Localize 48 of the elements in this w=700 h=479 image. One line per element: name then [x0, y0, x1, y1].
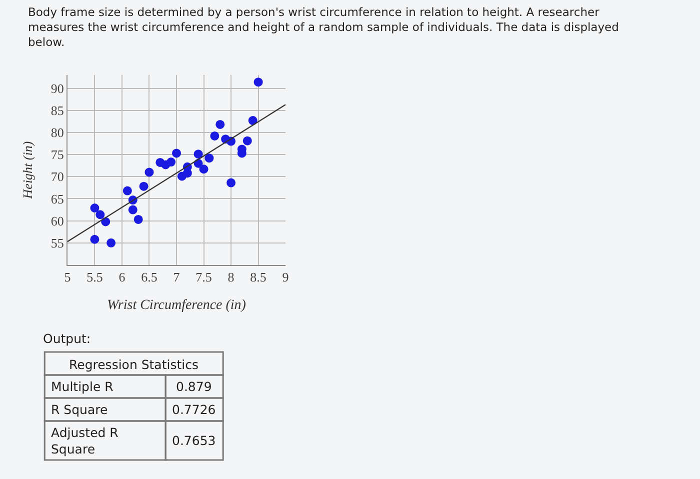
- point: [194, 150, 203, 159]
- point: [254, 78, 263, 87]
- point: [199, 164, 208, 174]
- text: 0.7653: [172, 433, 216, 448]
- x-tick-label: 8.5: [250, 270, 266, 285]
- text: Output:: [43, 331, 91, 346]
- y-tick-label: 55: [50, 235, 64, 250]
- point: [166, 158, 176, 167]
- y-tick-label: 75: [50, 147, 64, 162]
- point: [134, 214, 143, 224]
- point: [90, 204, 100, 212]
- text: R Square: [51, 402, 108, 417]
- point: [210, 131, 220, 140]
- x-axis-title: Wrist Circumference (in): [107, 298, 246, 313]
- x-tick-label: 6.5: [141, 270, 158, 285]
- y-tick-label: 85: [50, 102, 64, 118]
- text: Multiple R: [51, 379, 114, 394]
- point: [90, 234, 100, 244]
- text: 0.879: [176, 379, 212, 394]
- x-tick-label: 7: [173, 270, 180, 285]
- point: [248, 116, 258, 126]
- x-tick-label: 6: [118, 270, 126, 285]
- point: [128, 205, 138, 214]
- point: [144, 168, 154, 177]
- text: 0.7726: [172, 402, 216, 417]
- x-tick-label: 5.5: [86, 270, 103, 285]
- point: [172, 148, 182, 158]
- text: Regression Statistics: [69, 357, 198, 372]
- text: Body frame size is determined by a person's wrist circumference in relation to height. A researcher measures the wrist circumference and height of a random sample of individuals. The data is displayed below.: [28, 5, 619, 49]
- point: [204, 154, 214, 163]
- text: Adjusted R Square: [51, 425, 119, 456]
- point: [106, 238, 116, 248]
- y-axis-title: Height (in): [20, 141, 35, 200]
- point: [96, 210, 105, 220]
- x-tick-label: 7.5: [196, 270, 212, 285]
- point: [226, 178, 236, 188]
- x-tick-label: 9: [282, 270, 289, 285]
- y-tick-label: 90: [50, 80, 64, 96]
- x-tick-label: 5: [64, 270, 71, 285]
- point: [122, 186, 132, 196]
- y-tick-label: 65: [50, 191, 64, 206]
- point: [139, 182, 148, 191]
- point: [216, 120, 225, 129]
- y-tick-label: 70: [50, 169, 64, 184]
- point: [242, 136, 252, 146]
- y-tick-label: 60: [50, 213, 64, 228]
- x-tick-label: 8: [228, 270, 234, 285]
- y-tick-label: 80: [50, 124, 64, 140]
